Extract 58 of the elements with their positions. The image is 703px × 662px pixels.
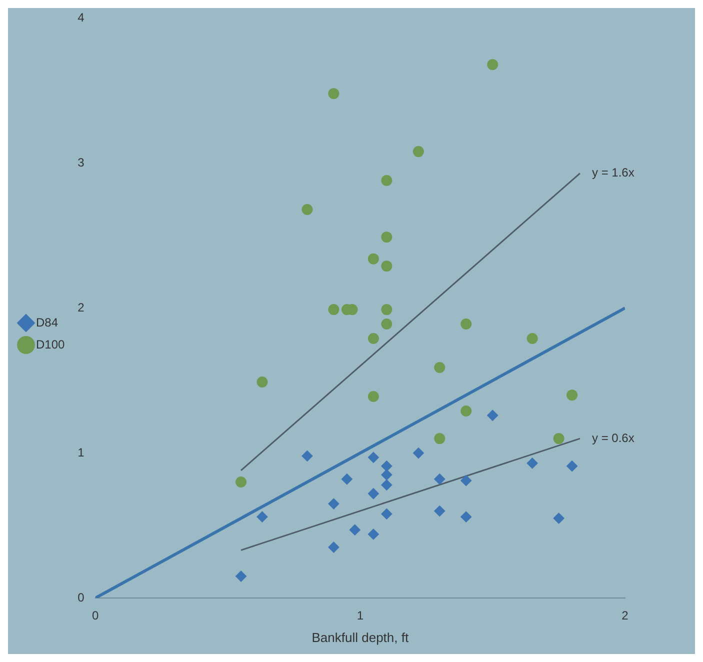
x-tick-label: 0 (92, 608, 100, 623)
x-axis-title: Bankfull depth, ft (312, 630, 409, 645)
annotation: y = 0.6x (592, 430, 634, 445)
point (553, 512, 564, 524)
point (302, 450, 313, 462)
point (328, 542, 340, 553)
point (412, 146, 424, 158)
point (256, 511, 268, 522)
point (434, 433, 446, 444)
point (368, 528, 379, 540)
point (381, 479, 392, 490)
point (381, 469, 392, 480)
point (487, 410, 498, 421)
point (368, 253, 379, 264)
point (460, 475, 472, 486)
point (381, 175, 392, 186)
point (368, 333, 379, 344)
point (328, 88, 340, 100)
point (256, 376, 268, 388)
point (526, 333, 538, 344)
point (460, 318, 472, 330)
point (434, 362, 446, 374)
point (236, 570, 247, 582)
x-tick-label: 1 (356, 608, 364, 623)
point (328, 304, 340, 316)
point (460, 511, 472, 522)
point (381, 260, 392, 272)
point (381, 232, 392, 243)
point (349, 524, 360, 536)
point (328, 498, 340, 510)
point (381, 318, 392, 330)
y-tick-label: 3 (78, 155, 85, 170)
annotation: y = 1.6x (592, 166, 634, 180)
point (566, 460, 578, 472)
point (236, 476, 247, 488)
point (434, 474, 446, 485)
point (566, 390, 578, 401)
point (460, 406, 472, 417)
legend-label: D100 (36, 337, 66, 352)
point (368, 391, 379, 402)
point (434, 506, 446, 517)
point (526, 458, 538, 469)
legend-label: D84 (36, 315, 58, 330)
point (412, 448, 424, 459)
point (381, 508, 392, 520)
point (487, 59, 498, 70)
y-tick-label: 4 (78, 10, 85, 25)
point (381, 460, 392, 472)
point (368, 452, 379, 463)
y-tick-label: 0 (78, 590, 85, 604)
point (553, 433, 564, 444)
x-tick-label: 2 (622, 608, 629, 623)
point (302, 204, 313, 216)
point (341, 474, 352, 485)
y-tick-label: 1 (78, 445, 85, 460)
point (368, 488, 379, 500)
point (381, 304, 392, 316)
y-tick-label: 2 (78, 300, 85, 314)
